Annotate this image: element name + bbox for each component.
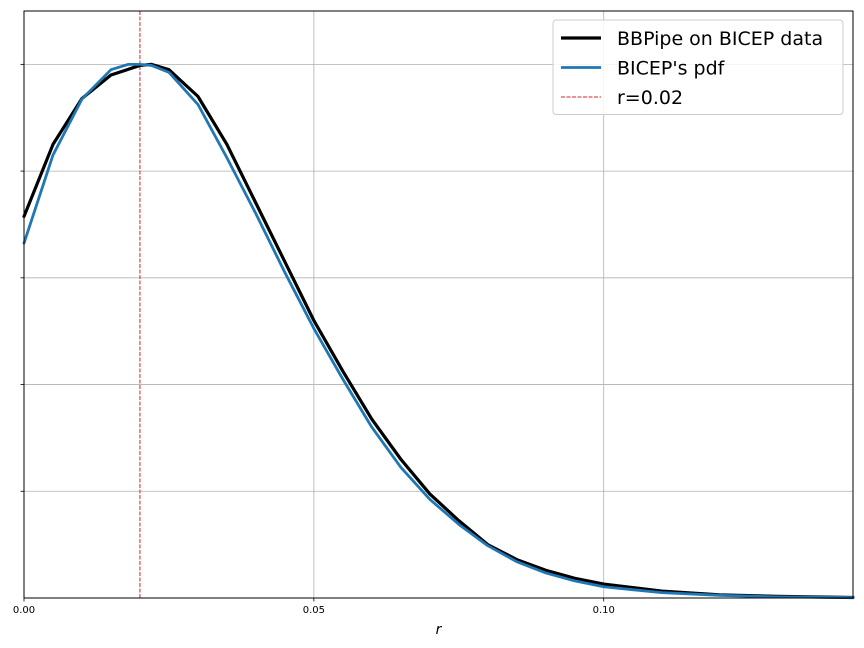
x-tick-label: 0.05 (303, 605, 325, 616)
x-tick-label: 0.10 (593, 605, 615, 616)
y-axis-ticks (20, 63, 24, 492)
legend-label: r=0.02 (617, 87, 683, 109)
x-tick-label: 0.00 (13, 605, 35, 616)
x-axis-label: r (436, 622, 443, 638)
plot-frame (23, 10, 854, 599)
series-lines (22, 62, 855, 600)
series-line-1 (22, 62, 855, 599)
x-axis-ticks: 0.00 0.05 0.10 (13, 598, 615, 616)
legend-label: BBPipe on BICEP data (617, 28, 823, 50)
legend: BBPipe on BICEP data BICEP's pdf r=0.02 (552, 19, 844, 115)
legend-box (552, 19, 844, 115)
legend-label: BICEP's pdf (617, 58, 726, 80)
